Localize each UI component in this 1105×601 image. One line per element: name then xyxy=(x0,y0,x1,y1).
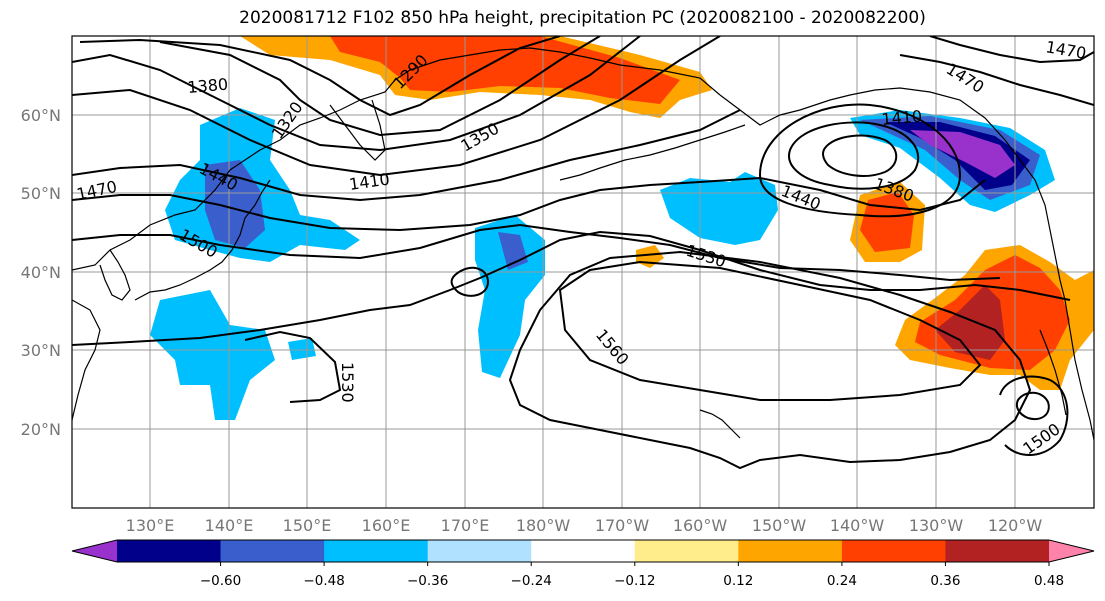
colorbar-tick-label: −0.36 xyxy=(407,573,448,589)
coast-korea xyxy=(99,249,131,301)
precip-negative-small xyxy=(288,338,316,360)
colorbar-segment xyxy=(324,540,429,562)
lat-label: 40°N xyxy=(21,263,61,282)
coast-baja xyxy=(1039,329,1067,416)
colorbar-extend-min xyxy=(72,540,117,562)
lat-label: 20°N xyxy=(21,420,61,439)
colorbar-tick-label: 0.24 xyxy=(827,573,857,589)
colorbar-segment xyxy=(531,540,636,562)
lon-label: 180°W xyxy=(516,516,571,535)
colorbar-extend-max xyxy=(1049,540,1094,562)
colorbar-tick-label: −0.24 xyxy=(511,573,552,589)
lon-label: 170°E xyxy=(441,516,490,535)
colorbar: −0.60 −0.48 −0.36 −0.24 −0.12 0.12 0.24 0.36 0.4… xyxy=(71,539,1095,589)
lon-label: 140°E xyxy=(205,516,254,535)
lon-label: 160°W xyxy=(673,516,728,535)
precip-positive-offshore-core xyxy=(860,192,914,252)
precip-shading xyxy=(150,36,1094,420)
colorbar-segment xyxy=(738,540,843,562)
precip-negative-north-central xyxy=(660,172,778,245)
coast-china xyxy=(72,299,101,421)
coast-japan xyxy=(134,179,271,301)
contour-label: 1410 xyxy=(881,107,923,129)
precip-positive-california-core xyxy=(935,285,1005,360)
lon-label: 130°E xyxy=(126,516,175,535)
lon-label: 170°W xyxy=(595,516,650,535)
contour-label: 1380 xyxy=(187,75,229,97)
plot-area: 1380 1320 1290 1350 1410 1440 1470 1500 … xyxy=(71,35,1095,509)
colorbar-segment xyxy=(945,540,1050,562)
colorbar-segments xyxy=(72,540,1094,562)
colorbar-segment xyxy=(220,540,325,562)
lon-label: 160°E xyxy=(362,516,411,535)
height-contours xyxy=(72,36,1094,470)
colorbar-outline xyxy=(71,539,1095,563)
lon-label: 140°W xyxy=(830,516,885,535)
coast-alaska xyxy=(719,87,1036,181)
colorbar-segment xyxy=(634,540,739,562)
colorbar-tick-label: −0.12 xyxy=(614,573,655,589)
colorbar-tick-label: 0.48 xyxy=(1034,573,1064,589)
lat-label: 30°N xyxy=(21,341,61,360)
coast-asia-east xyxy=(72,47,721,271)
coast-hawaii xyxy=(699,409,741,439)
colorbar-tick-label: −0.48 xyxy=(303,573,344,589)
latitude-labels: 60°N 50°N 40°N 30°N 20°N xyxy=(21,106,61,439)
plot-frame xyxy=(71,35,1095,509)
colorbar-segment xyxy=(117,540,222,562)
colorbar-tick-label: −0.60 xyxy=(200,573,241,589)
lon-label: 150°E xyxy=(283,516,332,535)
lon-label: 120°W xyxy=(988,516,1043,535)
coast-aleutians xyxy=(559,124,746,181)
lon-label: 130°W xyxy=(909,516,964,535)
colorbar-segment xyxy=(841,540,946,562)
lon-label: 150°W xyxy=(752,516,807,535)
map-title: 2020081712 F102 850 hPa height, precipit… xyxy=(239,8,926,28)
longitude-labels: 130°E 140°E 150°E 160°E 170°E 180°W 170°… xyxy=(126,516,1043,535)
colorbar-ticks: −0.60 −0.48 −0.36 −0.24 −0.12 0.12 0.24 0.36 0.4… xyxy=(200,562,1064,589)
precip-negative-japan-core xyxy=(205,160,265,248)
lat-label: 50°N xyxy=(21,184,61,203)
colorbar-tick-label: 0.36 xyxy=(930,573,960,589)
lat-label: 60°N xyxy=(21,106,61,125)
gridlines xyxy=(72,36,1094,508)
colorbar-segment xyxy=(427,540,532,562)
precip-positive-arctic-core xyxy=(330,36,680,104)
contour-label: 1530 xyxy=(338,362,357,403)
precip-negative-subtropic-west xyxy=(150,290,275,420)
colorbar-tick-label: 0.12 xyxy=(723,573,753,589)
